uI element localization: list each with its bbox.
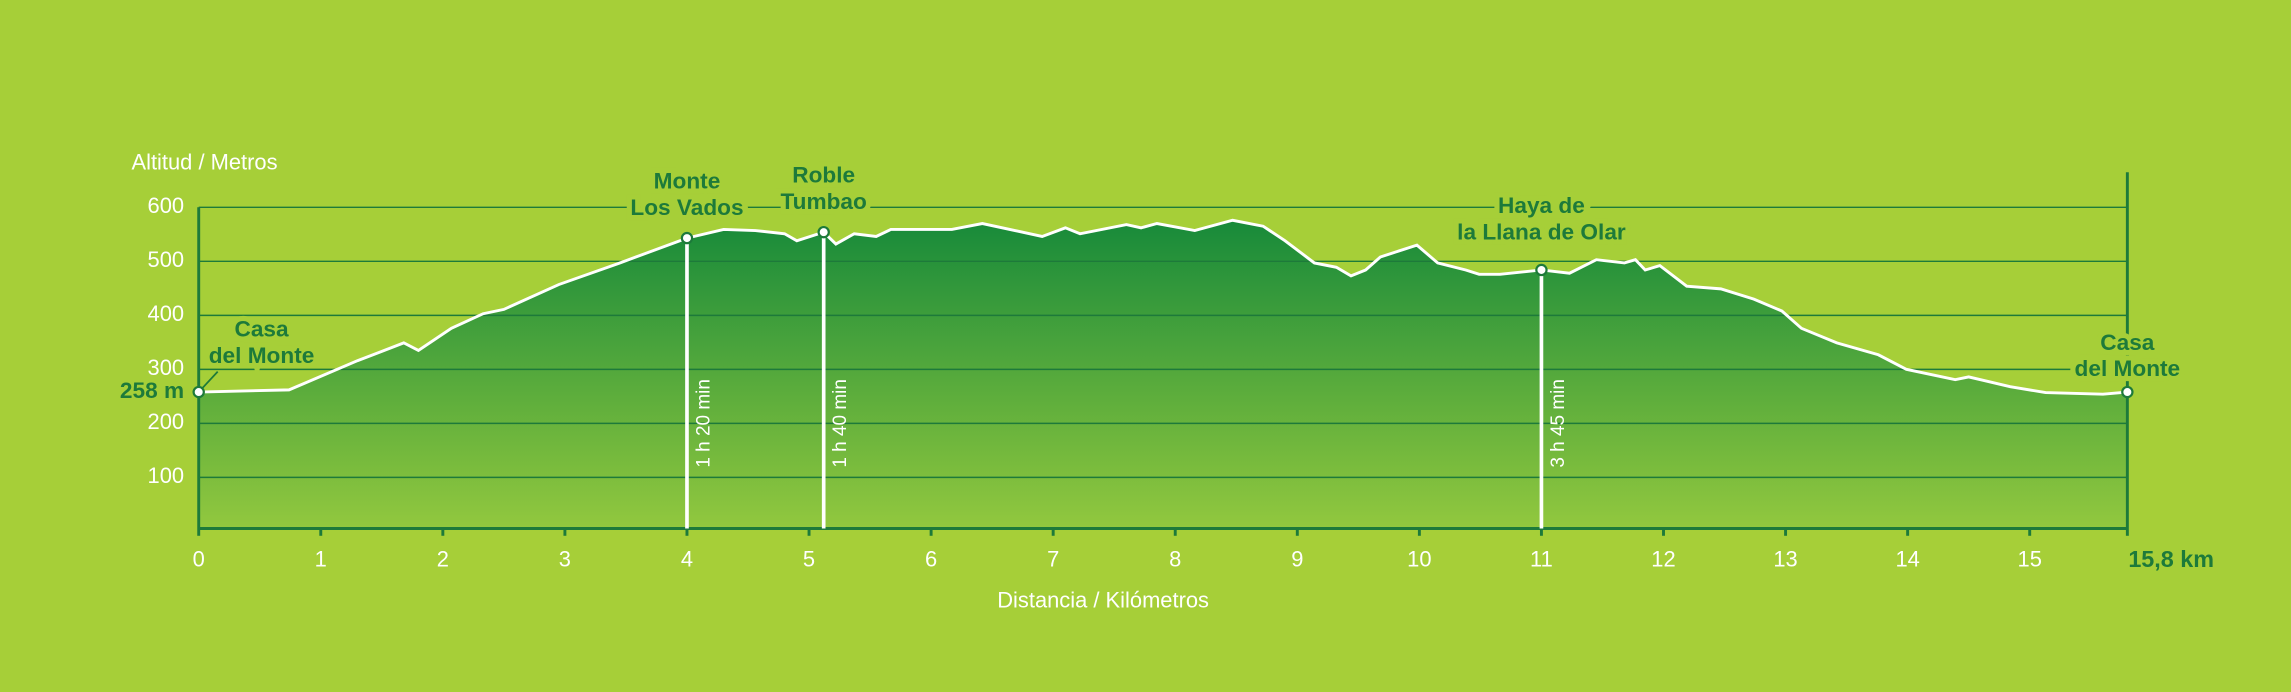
start-elevation-label: 258 m [120, 378, 184, 403]
waypoint-name: Monte [654, 169, 721, 194]
y-tick-label: 100 [148, 463, 185, 488]
waypoint-name: Los Vados [630, 195, 743, 220]
x-tick-label: 3 [559, 546, 571, 571]
x-tick-label: 6 [925, 546, 937, 571]
waypoint-name: Roble [792, 163, 855, 188]
x-tick-label: 4 [681, 546, 693, 571]
y-tick-label: 400 [148, 301, 185, 326]
waypoint-name: del Monte [209, 343, 315, 368]
x-tick-label: 9 [1291, 546, 1303, 571]
waypoint-marker [2121, 385, 2134, 399]
waypoint-marker [817, 225, 830, 239]
x-tick-label: 2 [437, 546, 449, 571]
y-axis-label: Altitud / Metros [131, 149, 277, 174]
y-tick-label: 200 [148, 409, 185, 434]
elevation-area [198, 220, 2128, 529]
x-tick-label: 13 [1773, 546, 1797, 571]
elevation-line [198, 218, 2128, 396]
waypoint-name: Casa [2100, 330, 2155, 355]
waypoint-name: Haya de [1498, 193, 1585, 218]
waypoint-name: del Monte [2075, 356, 2181, 381]
x-tick-label: 7 [1047, 546, 1059, 571]
x-tick-label: 5 [803, 546, 815, 571]
y-tick-label: 500 [148, 247, 185, 272]
waypoint-name: la Llana de Olar [1457, 219, 1626, 244]
x-tick-label: 14 [1895, 546, 1919, 571]
waypoint-name: Tumbao [781, 189, 867, 214]
waypoint-marker [192, 385, 205, 399]
x-tick-label: 11 [1530, 546, 1553, 571]
waypoint-marker [1535, 263, 1548, 277]
x-tick-label: 8 [1169, 546, 1181, 571]
x-axis-label: Distancia / Kilómetros [997, 587, 1209, 612]
x-tick-label: 15 [2018, 546, 2042, 571]
x-tick-label: 15,8 km [2128, 546, 2214, 572]
x-tick-label: 10 [1407, 546, 1431, 571]
waypoint-time: 1 h 40 min [830, 379, 851, 468]
y-tick-label: 300 [148, 355, 185, 380]
waypoint-time: 1 h 20 min [694, 379, 715, 468]
waypoint-marker [680, 231, 694, 245]
x-tick-label: 0 [193, 546, 205, 571]
waypoint-time: 3 h 45 min [1548, 379, 1569, 468]
waypoint-name: Casa [234, 317, 289, 342]
x-tick-label: 12 [1651, 546, 1675, 571]
x-tick-label: 1 [315, 546, 327, 571]
y-tick-label: 600 [148, 193, 185, 218]
